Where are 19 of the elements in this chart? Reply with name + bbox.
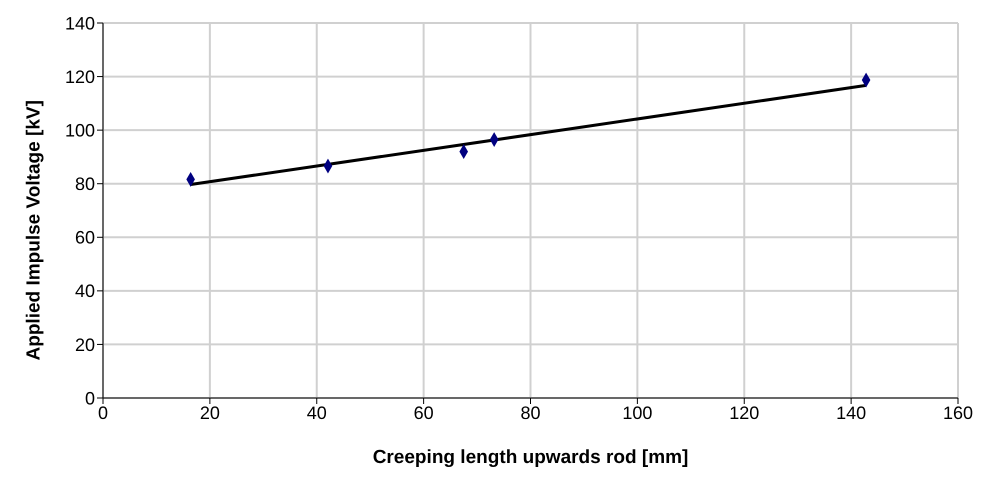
y-tick-label: 80 (74, 174, 95, 194)
x-tick-label: 60 (414, 402, 434, 423)
x-tick-label: 20 (200, 402, 220, 423)
x-tick-label: 80 (520, 402, 541, 423)
x-tick-label: 120 (729, 402, 760, 423)
y-tick-label: 40 (74, 281, 95, 302)
y-tick-label: 140 (64, 13, 95, 34)
x-tick-label: 40 (306, 402, 327, 423)
x-tick-label: 160 (942, 402, 974, 423)
y-tick-label: 120 (64, 66, 95, 87)
x-tick-label: 0 (98, 402, 108, 423)
y-tick-label: 20 (74, 334, 95, 355)
y-tick-label: 60 (74, 228, 95, 248)
y-tick-label: 100 (64, 120, 95, 141)
x-tick-label: 100 (622, 402, 652, 423)
y-tick-label: 0 (84, 388, 95, 408)
y-axis-title: Applied Impulse Voltage [kV] (24, 100, 45, 360)
x-axis-title: Creeping length upwards rod [mm] (372, 447, 688, 468)
x-tick-label: 140 (836, 402, 866, 423)
